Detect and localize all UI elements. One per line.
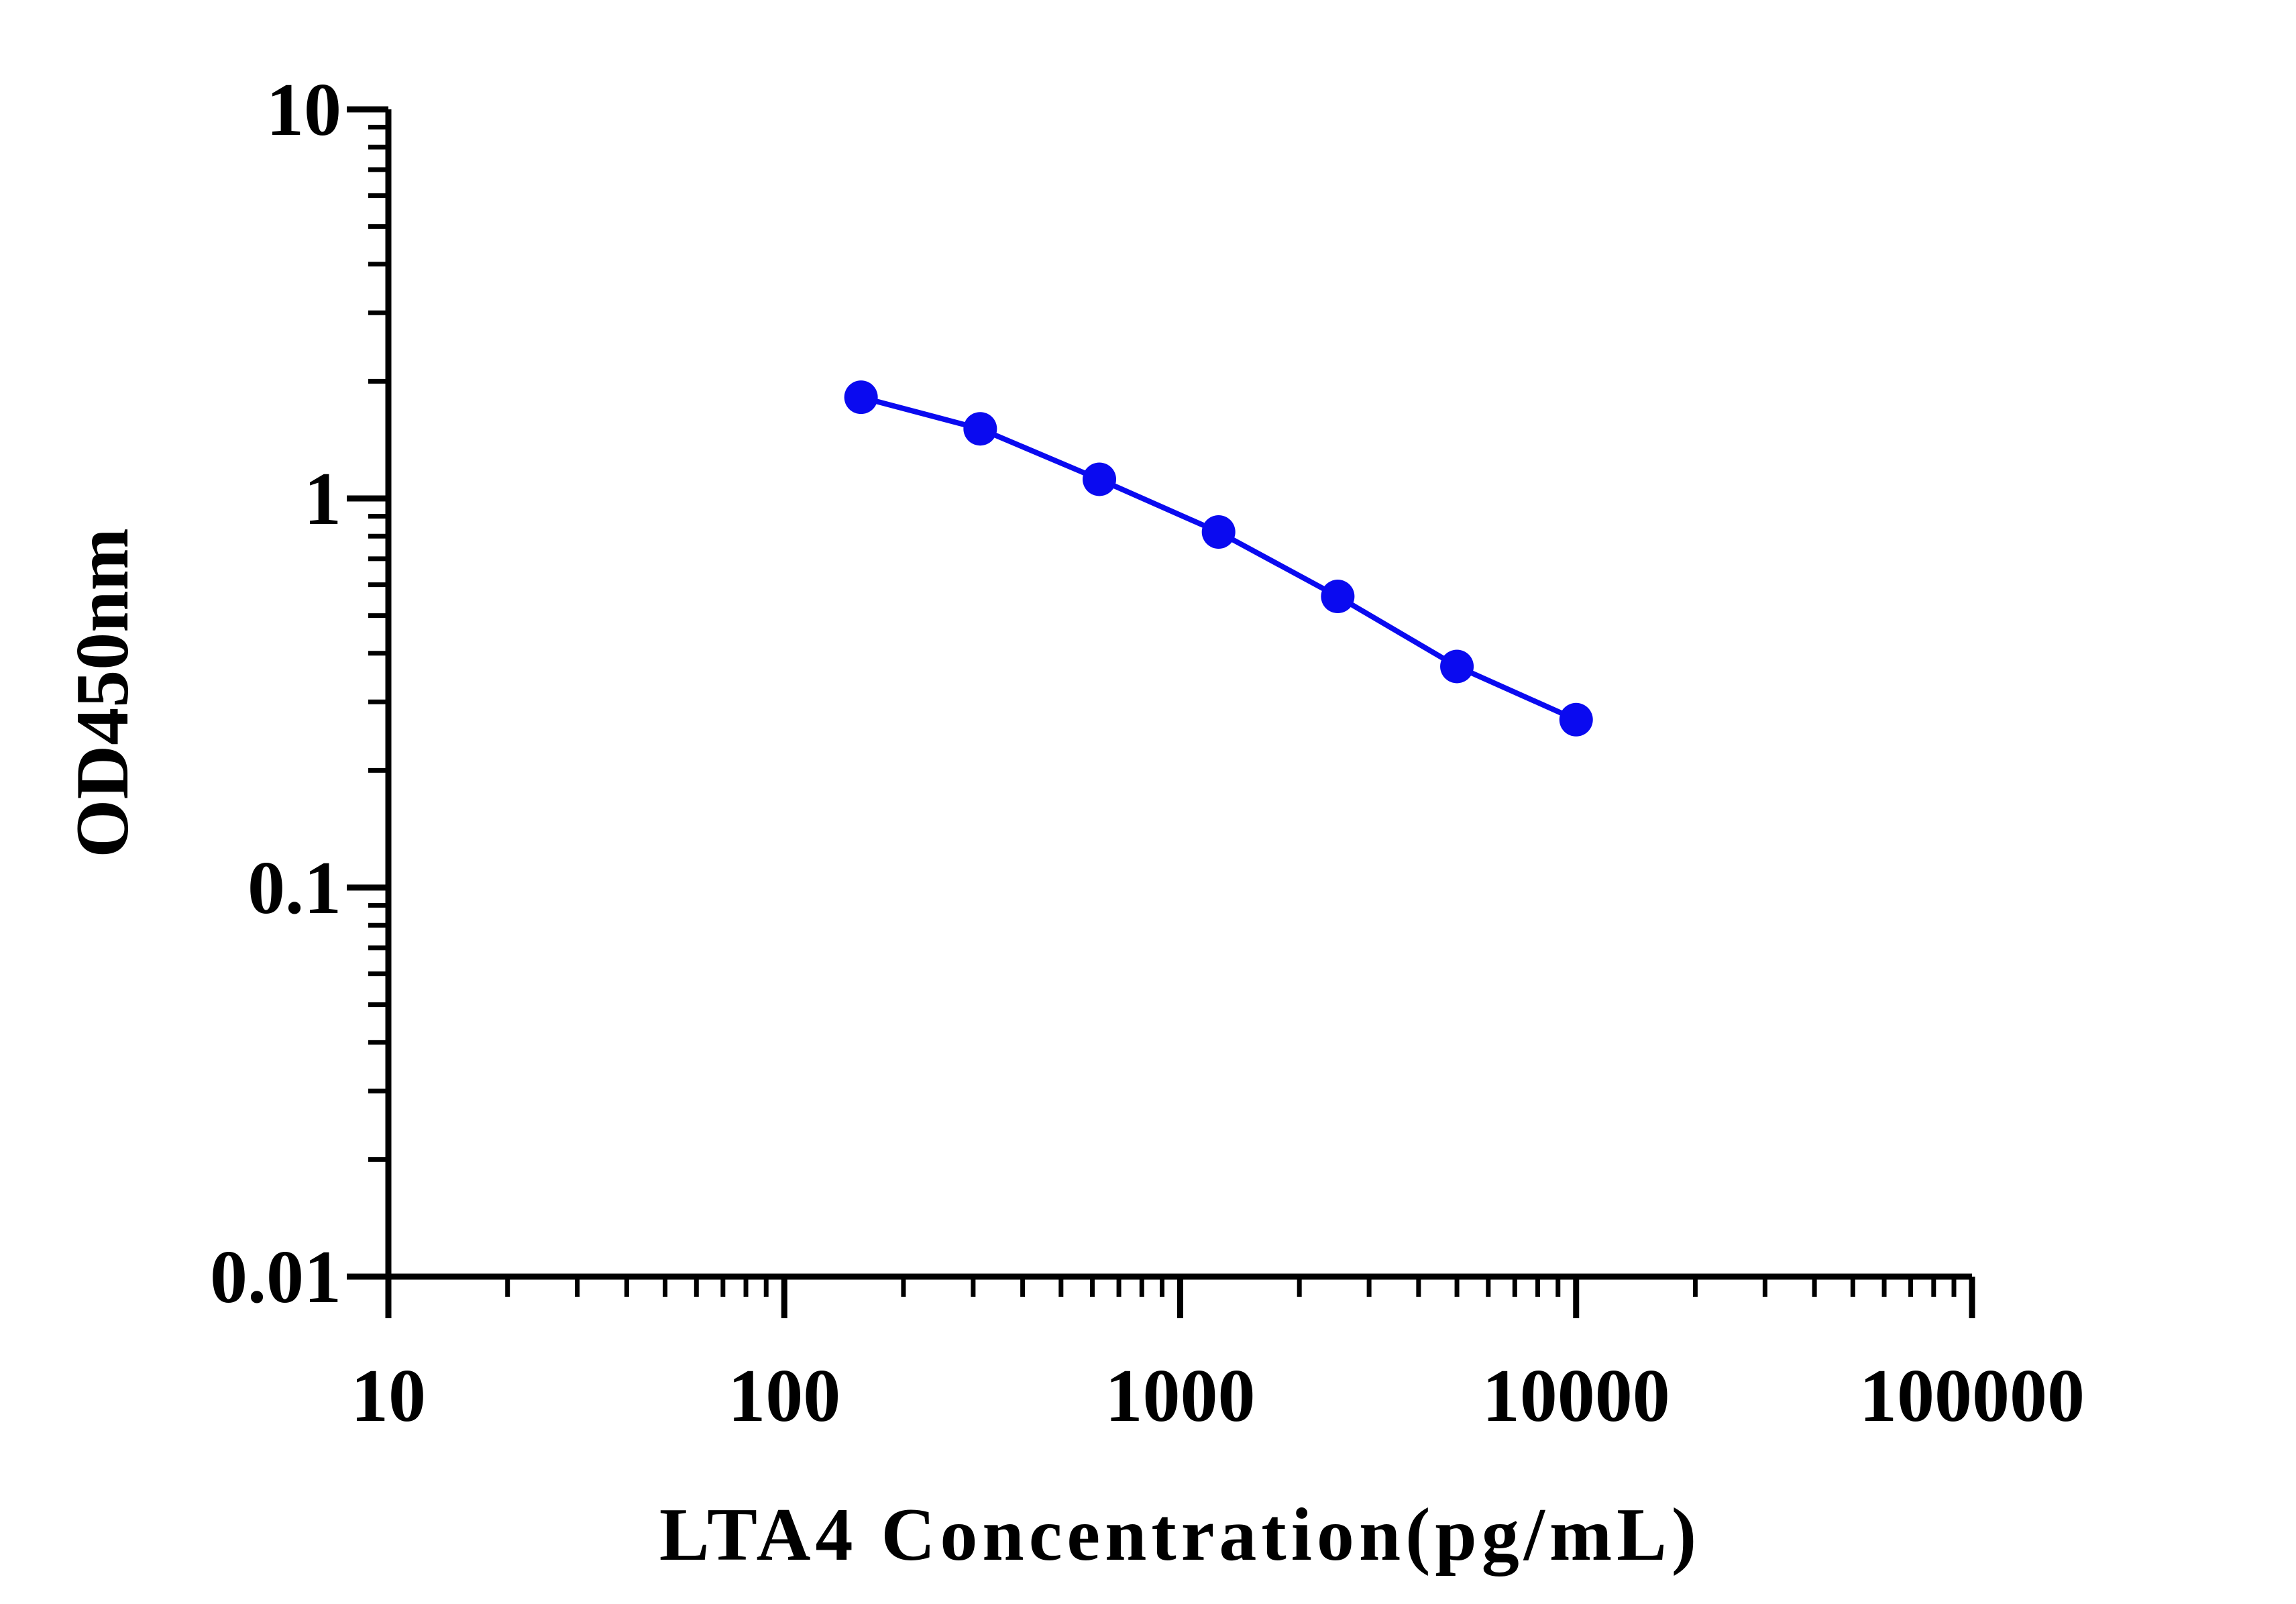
minor-ticks <box>368 125 1957 1297</box>
x-tick-label: 1000 <box>1105 1354 1256 1438</box>
x-tick-label: 10000 <box>1482 1354 1670 1438</box>
data-point <box>1559 702 1593 737</box>
y-tick-label: 0.01 <box>210 1236 341 1319</box>
data-point <box>1321 580 1355 614</box>
data-point <box>1201 515 1236 549</box>
x-tick-label: 100000 <box>1859 1354 2085 1438</box>
data-point <box>1083 462 1117 496</box>
y-tick-label: 10 <box>266 68 341 152</box>
data-point <box>844 380 878 415</box>
y-axis-title: OD450nm <box>61 528 144 858</box>
x-axis-title: LTA4 Concentration(pg/mL) <box>659 1493 1701 1576</box>
y-tick-label: 1 <box>304 458 341 541</box>
major-ticks <box>347 106 1975 1318</box>
x-tick-label: 10 <box>351 1354 426 1438</box>
y-tick-label: 0.1 <box>248 847 341 930</box>
data-point <box>1440 649 1474 684</box>
x-tick-label: 100 <box>728 1354 840 1438</box>
y-tick-labels: 0.01 0.1 1 10 <box>210 68 341 1319</box>
x-tick-labels: 10 100 1000 10000 100000 <box>351 1354 2085 1438</box>
data-point <box>963 412 997 446</box>
series-layer <box>844 380 1593 737</box>
